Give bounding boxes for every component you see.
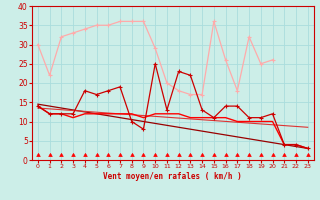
X-axis label: Vent moyen/en rafales ( km/h ): Vent moyen/en rafales ( km/h )	[103, 172, 242, 181]
